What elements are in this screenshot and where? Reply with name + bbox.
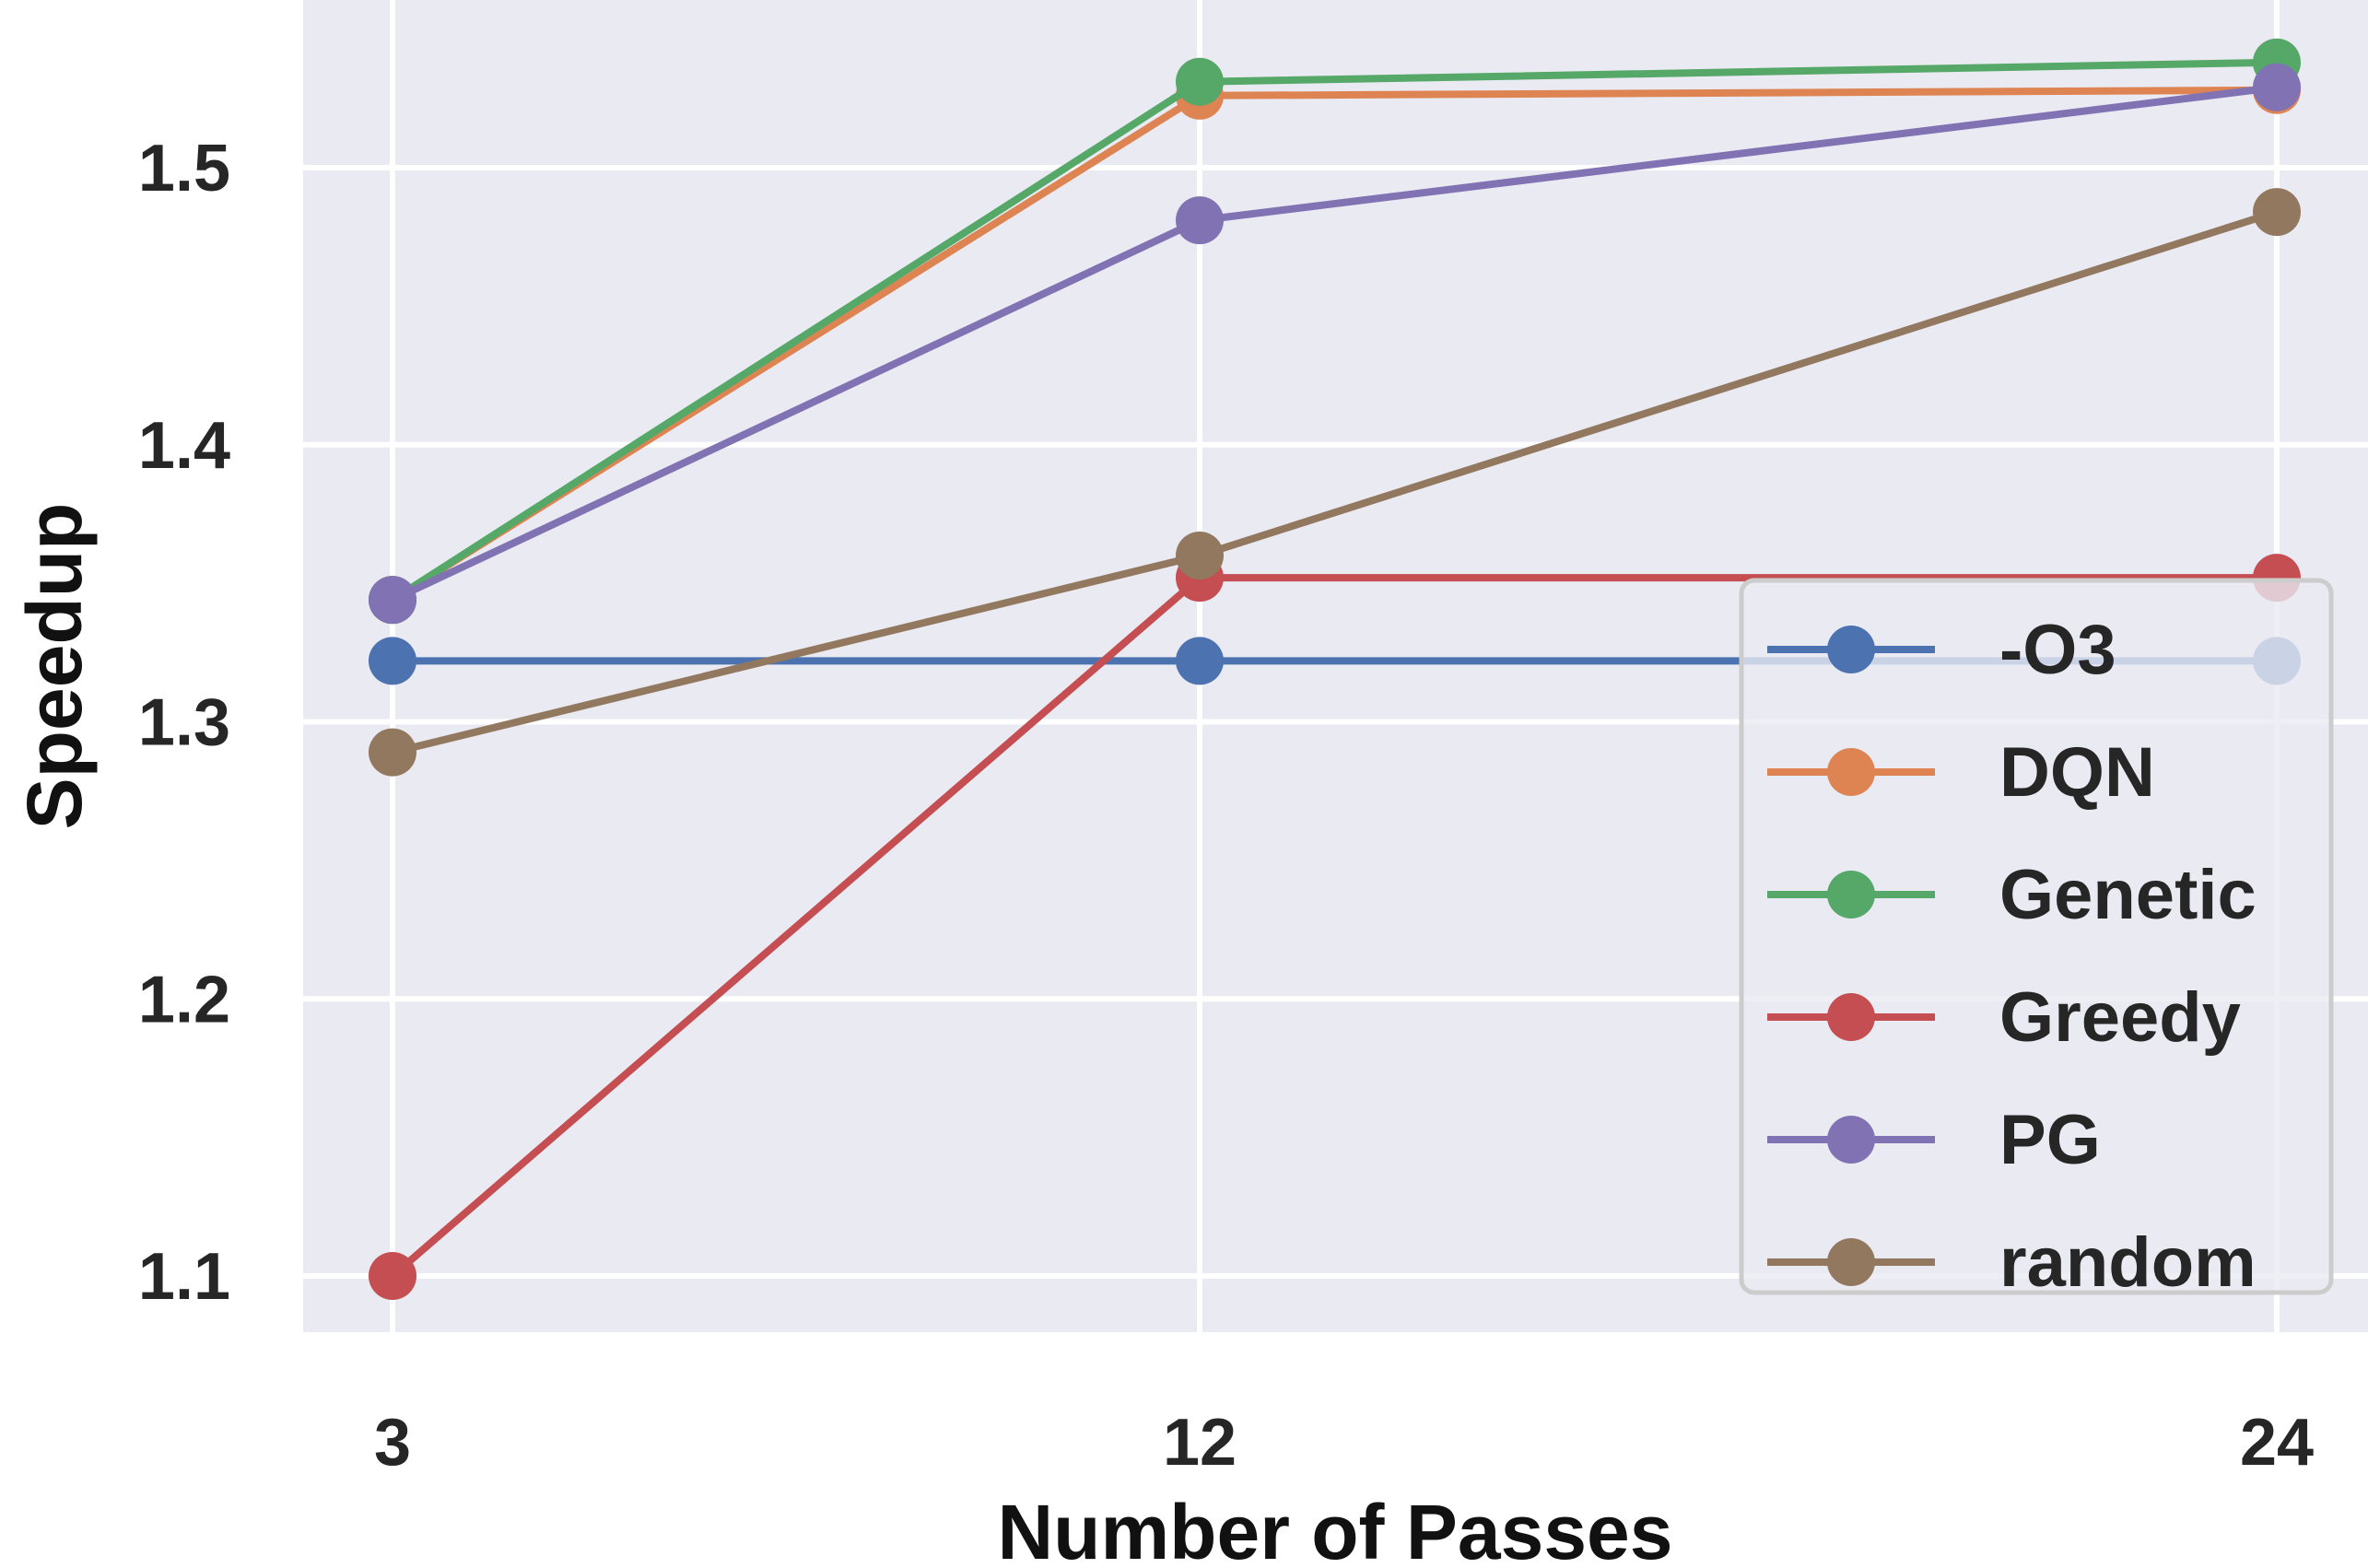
data-point <box>2253 63 2301 111</box>
legend-box <box>1739 578 2334 1295</box>
legend-item: random <box>1767 1223 2257 1302</box>
data-point <box>1176 57 1224 106</box>
legend: -O3 DQN Genetic Greedy PG random <box>1739 578 2334 1302</box>
legend-label: PG <box>1999 1101 2101 1179</box>
legend-marker <box>1827 626 1875 673</box>
x-axis-label: Number of Passes <box>998 1489 1673 1568</box>
x-tick-label: 12 <box>1163 1406 1237 1480</box>
legend-item: PG <box>1767 1101 2101 1179</box>
legend-item: -O3 <box>1767 611 2116 689</box>
series-pg <box>369 63 2301 625</box>
legend-label: DQN <box>1999 733 2155 812</box>
legend-marker <box>1827 871 1875 919</box>
x-tick-label: 24 <box>2240 1406 2314 1480</box>
y-tick-label: 1.5 <box>138 132 230 205</box>
data-point <box>369 728 416 777</box>
y-tick-label: 1.2 <box>138 963 230 1036</box>
legend-item: DQN <box>1767 733 2155 812</box>
legend-label: random <box>1999 1223 2257 1302</box>
series-random <box>369 188 2301 777</box>
x-tick-label: 3 <box>374 1406 411 1480</box>
series-layer <box>369 38 2301 1300</box>
legend-item: Genetic <box>1767 856 2257 934</box>
data-point <box>369 637 416 685</box>
legend-label: -O3 <box>1999 611 2116 689</box>
data-point <box>369 1252 416 1300</box>
legend-marker <box>1827 993 1875 1041</box>
data-point <box>369 576 416 625</box>
y-tick-label: 1.3 <box>138 686 230 760</box>
y-tick-label: 1.4 <box>138 409 230 483</box>
y-axis-label: Speedup <box>11 503 98 830</box>
legend-label: Genetic <box>1999 856 2257 934</box>
legend-label: Greedy <box>1999 978 2241 1057</box>
data-point <box>1176 532 1224 580</box>
data-point <box>2253 188 2301 237</box>
legend-item: Greedy <box>1767 978 2241 1057</box>
y-tick-label: 1.1 <box>138 1240 230 1314</box>
data-point <box>1176 196 1224 245</box>
legend-marker <box>1827 1116 1875 1164</box>
legend-marker <box>1827 1238 1875 1286</box>
data-point <box>1176 637 1224 685</box>
x-tick-labels: 3 12 24 <box>374 1406 2314 1480</box>
legend-marker <box>1827 748 1875 796</box>
y-tick-labels: 1.1 1.2 1.3 1.4 1.5 <box>138 132 230 1314</box>
